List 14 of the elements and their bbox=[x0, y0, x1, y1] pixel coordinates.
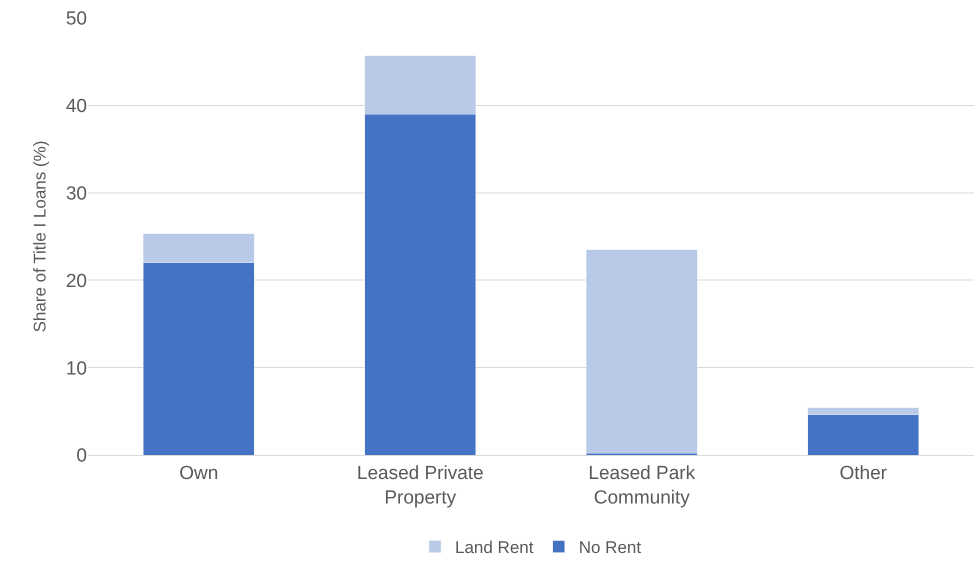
y-tick-label: 0 bbox=[76, 446, 87, 467]
y-tick-label: 50 bbox=[66, 8, 87, 30]
y-tick-label: 10 bbox=[66, 358, 87, 380]
legend-label: Land Rent bbox=[455, 538, 534, 558]
bar bbox=[586, 249, 698, 454]
y-axis-title: Share of Title I Loans (%) bbox=[30, 140, 50, 332]
x-tick-label: Leased Park Community bbox=[588, 462, 696, 508]
y-tick-label: 30 bbox=[66, 183, 87, 204]
x-tick-label: Leased Private Property bbox=[356, 462, 484, 508]
y-tick-label: 20 bbox=[66, 270, 87, 292]
legend-label: No Rent bbox=[578, 538, 642, 558]
y-tick-label: 40 bbox=[66, 96, 87, 118]
x-tick-label: Other bbox=[839, 462, 888, 484]
x-tick-label: Own bbox=[179, 462, 218, 484]
